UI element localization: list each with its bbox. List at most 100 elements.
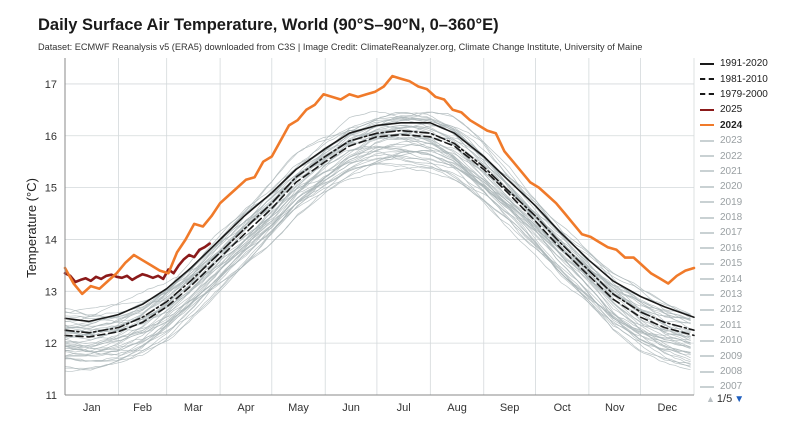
background-year-line <box>64 133 691 341</box>
background-year-line <box>64 150 691 357</box>
background-year-line <box>64 148 691 351</box>
legend-label: 2010 <box>720 335 743 347</box>
legend-item-2015[interactable]: 2015 <box>700 256 796 271</box>
y-tick-label: 17 <box>45 79 57 91</box>
legend-swatch <box>700 262 714 265</box>
legend-swatch <box>700 139 714 142</box>
legend-item-2022[interactable]: 2022 <box>700 148 796 163</box>
legend-label: 2008 <box>720 366 743 377</box>
background-year-line <box>64 112 691 324</box>
series-line-2024 <box>63 74 696 296</box>
y-tick-label: 13 <box>45 286 57 298</box>
x-tick-label: Jul <box>397 402 411 414</box>
legend-label: 2024 <box>720 119 743 131</box>
legend-label: 2015 <box>720 258 743 270</box>
x-tick-label: Oct <box>554 402 571 414</box>
legend-swatch <box>700 93 714 96</box>
legend-item-2023[interactable]: 2023 <box>700 133 796 148</box>
y-tick-label: 12 <box>45 338 57 350</box>
legend-item-1981-2010[interactable]: 1981-2010 <box>700 71 796 86</box>
legend-swatch <box>700 170 714 173</box>
series-line-1979-2000 <box>64 133 695 338</box>
background-year-line <box>64 111 691 316</box>
x-tick-label: Dec <box>658 402 678 414</box>
legend-item-2014[interactable]: 2014 <box>700 271 796 286</box>
chart-title: Daily Surface Air Temperature, World (90… <box>38 16 499 34</box>
legend-item-2020[interactable]: 2020 <box>700 179 796 194</box>
x-tick-label: Apr <box>237 402 254 414</box>
background-year-line <box>64 111 691 325</box>
x-tick-label: Feb <box>133 402 152 414</box>
legend-item-2013[interactable]: 2013 <box>700 287 796 302</box>
legend-pager: ▲ 1/5 ▼ <box>706 393 744 405</box>
chart-subtitle: Dataset: ECMWF Reanalysis v5 (ERA5) down… <box>38 42 643 52</box>
legend-item-1979-2000[interactable]: 1979-2000 <box>700 87 796 102</box>
legend-item-2018[interactable]: 2018 <box>700 210 796 225</box>
legend-item-2017[interactable]: 2017 <box>700 225 796 240</box>
background-year-line <box>64 151 691 373</box>
legend-label: 2017 <box>720 227 743 239</box>
x-tick-label: Jun <box>342 402 360 414</box>
legend-swatch <box>700 108 714 111</box>
legend-item-2012[interactable]: 2012 <box>700 302 796 317</box>
background-year-line <box>64 166 691 369</box>
legend-swatch <box>700 78 714 81</box>
legend-item-2011[interactable]: 2011 <box>700 318 796 333</box>
legend-swatch <box>700 216 714 219</box>
legend-swatch <box>700 355 714 358</box>
legend-item-2021[interactable]: 2021 <box>700 164 796 179</box>
legend-item-2024[interactable]: 2024 <box>700 118 796 133</box>
legend-label: 2018 <box>720 212 743 224</box>
legend-swatch <box>700 278 714 281</box>
legend-swatch <box>700 62 714 65</box>
legend-item-1991-2020[interactable]: 1991-2020 <box>700 56 796 71</box>
axes: 11 12 13 14 15 16 17 Jan Feb Mar Apr May Jun Jul Aug Se… <box>45 58 694 414</box>
legend-label: 2023 <box>720 135 743 147</box>
legend-label: 1991-2020 <box>720 58 768 70</box>
legend-label: 1979-2000 <box>720 88 768 100</box>
legend-swatch <box>700 231 714 234</box>
triangle-up-icon[interactable]: ▲ <box>706 394 715 404</box>
legend-swatch <box>700 124 714 127</box>
legend-item-2016[interactable]: 2016 <box>700 241 796 256</box>
x-tick-label: Aug <box>447 402 467 414</box>
series-line-2025 <box>63 242 212 284</box>
legend-label: 2021 <box>720 165 743 177</box>
legend-item-2008[interactable]: 2008 <box>700 364 796 379</box>
legend-item-2025[interactable]: 2025 <box>700 102 796 117</box>
series-lines <box>63 74 696 338</box>
legend: 1991-2020 1981-2010 1979-2000 2025 2024 2023 2… <box>700 56 796 395</box>
legend-swatch <box>700 339 714 342</box>
legend-label: 2016 <box>720 242 743 254</box>
y-tick-label: 11 <box>46 390 57 402</box>
legend-item-2019[interactable]: 2019 <box>700 195 796 210</box>
triangle-down-icon[interactable]: ▼ <box>734 393 745 405</box>
series-line-1981-2010 <box>64 129 695 334</box>
background-year-lines <box>64 110 691 373</box>
background-year-line <box>64 149 691 365</box>
background-year-line <box>64 143 691 352</box>
pager-text: 1/5 <box>716 393 733 405</box>
background-year-line <box>64 132 691 341</box>
x-tick-label: Jan <box>83 402 101 414</box>
legend-item-2010[interactable]: 2010 <box>700 333 796 348</box>
x-tick-label: May <box>288 402 309 414</box>
background-year-line <box>64 150 691 362</box>
legend-label: 2009 <box>720 350 743 362</box>
y-tick-label: 14 <box>45 234 57 246</box>
legend-label: 1981-2010 <box>720 73 768 85</box>
y-tick-label: 16 <box>45 131 57 143</box>
legend-swatch <box>700 308 714 311</box>
legend-label: 2022 <box>720 150 743 162</box>
legend-label: 2014 <box>720 273 743 285</box>
legend-label: 2011 <box>720 319 742 331</box>
background-year-line <box>64 146 691 357</box>
x-tick-label: Sep <box>500 402 520 414</box>
legend-item-2009[interactable]: 2009 <box>700 348 796 363</box>
legend-swatch <box>700 155 714 158</box>
legend-swatch <box>700 201 714 204</box>
legend-label: 2020 <box>720 181 743 193</box>
legend-label: 2013 <box>720 289 743 301</box>
legend-item-2007[interactable]: 2007 <box>700 379 796 394</box>
